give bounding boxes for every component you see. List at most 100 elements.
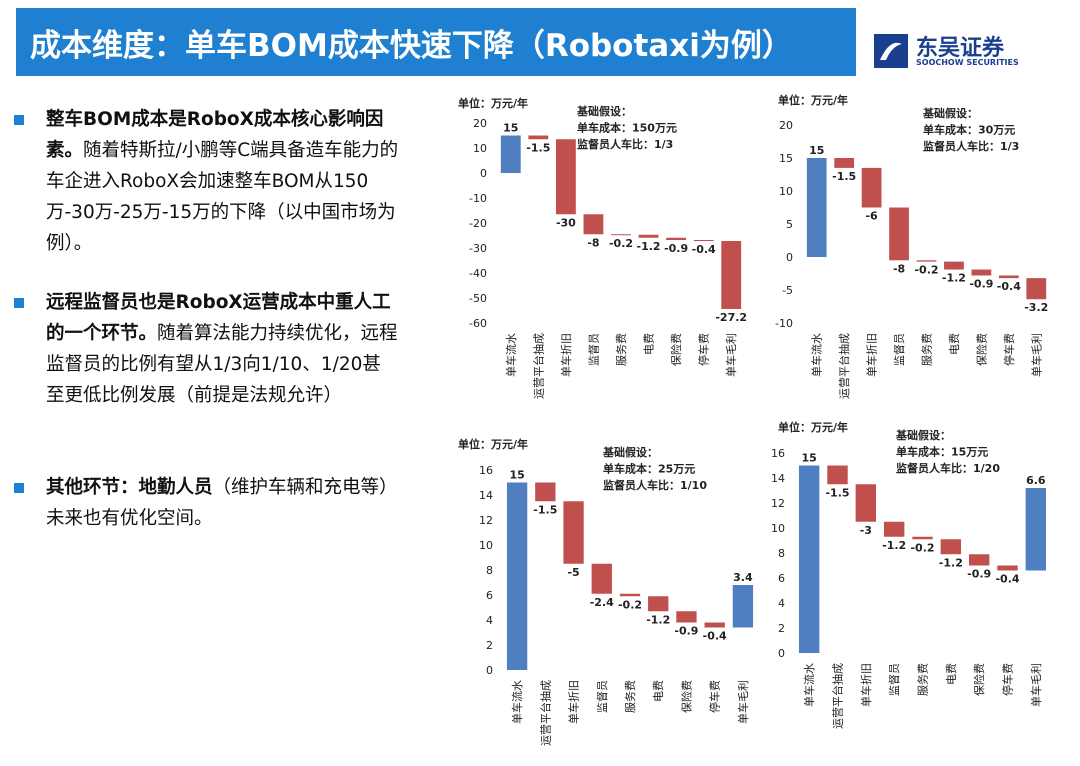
y-tick-label: -40 (469, 267, 487, 280)
bar (611, 234, 631, 236)
y-tick-label: 10 (473, 142, 487, 155)
x-tick-label: 单车折旧 (859, 663, 873, 707)
header-bar: 成本维度：单车BOM成本快速下降（Robotaxi为例） (16, 8, 856, 76)
bar (889, 207, 909, 261)
x-tick-label: 停车费 (1001, 663, 1015, 696)
y-tick-label: 5 (786, 218, 793, 231)
bar (583, 214, 604, 235)
data-label: 15 (809, 144, 824, 157)
x-tick-label: 服务费 (921, 333, 934, 366)
x-tick-label: 单车折旧 (567, 680, 581, 724)
unit-label: 单位：万元/年 (778, 420, 848, 434)
bar (827, 465, 848, 485)
y-tick-label: 0 (480, 167, 487, 180)
bar (528, 135, 549, 140)
bar (693, 240, 714, 241)
data-label: 15 (802, 452, 817, 465)
annotation: 基础假设： (602, 445, 658, 459)
annotation: 单车成本：25万元 (603, 462, 695, 476)
bullet: 远程监督员也是RoboX运营成本中重人工的一个环节。随着算法能力持续优化，远程监… (14, 287, 399, 411)
bar (971, 269, 992, 276)
y-tick-label: 16 (479, 464, 493, 477)
bar (861, 167, 882, 208)
data-label: 6.6 (1026, 474, 1046, 487)
logo-mark (874, 34, 908, 68)
bar (721, 241, 742, 309)
y-tick-label: -30 (469, 242, 487, 255)
slide-title: 成本维度：单车BOM成本快速下降（Robotaxi为例） (30, 28, 793, 64)
annotation: 基础假设： (576, 104, 632, 118)
y-tick-label: 2 (778, 622, 785, 635)
x-tick-label: 单车折旧 (559, 333, 573, 377)
y-tick-label: 6 (778, 572, 785, 585)
data-label: -0.9 (674, 625, 698, 638)
x-tick-label: 停车费 (708, 680, 722, 713)
bar (732, 585, 754, 628)
y-tick-label: 0 (778, 647, 785, 660)
y-tick-label: 14 (479, 489, 493, 502)
data-label: -5 (567, 566, 579, 579)
bar (1025, 488, 1047, 571)
y-tick-label: 10 (479, 539, 493, 552)
bar (506, 482, 528, 670)
annotation: 单车成本：30万元 (923, 123, 1015, 137)
x-tick-label: 单车流水 (510, 680, 524, 724)
annotation: 单车成本：15万元 (896, 445, 988, 459)
x-tick-label: 运营平台抽成 (538, 680, 552, 746)
bar (997, 565, 1018, 571)
data-label: -1.2 (646, 613, 670, 626)
y-tick-label: 8 (778, 547, 785, 560)
y-tick-label: 10 (771, 522, 785, 535)
data-label: -0.4 (703, 630, 727, 643)
bar (676, 611, 697, 623)
y-tick-label: 20 (473, 117, 487, 130)
x-tick-label: 单车毛利 (1029, 333, 1043, 377)
bar (834, 158, 855, 168)
bar (968, 554, 990, 566)
data-label: 15 (509, 469, 524, 482)
bar (1026, 278, 1047, 300)
x-tick-label: 单车流水 (504, 333, 518, 377)
y-tick-label: 4 (778, 597, 785, 610)
data-label: -1.2 (637, 240, 661, 253)
data-label: -0.2 (910, 541, 934, 554)
bar (535, 482, 556, 502)
y-tick-label: -10 (775, 317, 793, 330)
y-tick-label: -10 (469, 192, 487, 205)
data-label: -8 (587, 236, 599, 249)
y-tick-label: 12 (479, 514, 493, 527)
unit-label: 单位：万元/年 (458, 96, 528, 110)
x-tick-label: 监督员 (892, 333, 906, 366)
data-label: -8 (893, 262, 905, 275)
x-tick-label: 单车毛利 (1029, 663, 1043, 707)
data-label: -0.9 (664, 242, 688, 255)
x-tick-label: 服务费 (615, 333, 628, 366)
data-label: -0.9 (969, 277, 993, 290)
data-label: -3.2 (1024, 301, 1048, 314)
data-label: -3 (860, 524, 872, 537)
data-label: -1.5 (533, 503, 557, 516)
logo-subtext: SOOCHOW SECURITIES (916, 58, 1019, 67)
x-tick-label: 电费 (945, 663, 958, 685)
bar (912, 536, 933, 540)
bullet-text: 随着算法能力持续优化，远程监督员的比例有望从1/3向1/10、1/20甚至更低比… (46, 323, 398, 406)
x-tick-label: 停车费 (697, 333, 711, 366)
logo-text: 东吴证券 (916, 36, 1005, 61)
annotation: 监督员人车比：1/10 (603, 478, 707, 492)
annotation: 基础假设： (922, 106, 978, 120)
bar (798, 465, 820, 653)
data-label: -0.4 (692, 243, 716, 256)
x-tick-label: 单车流水 (802, 663, 816, 707)
data-label: -2.4 (590, 596, 614, 609)
annotation: 单车成本：150万元 (577, 121, 677, 135)
y-tick-label: 0 (786, 251, 793, 264)
bar (500, 135, 521, 173)
x-tick-label: 保险费 (972, 663, 986, 696)
bullet-bold: 远程监督员也是RoboX运营成本中重人工的一个环节。 (46, 292, 391, 344)
bar (666, 237, 687, 240)
y-tick-label: 0 (486, 664, 493, 677)
bar (855, 484, 877, 522)
x-tick-label: 服务费 (624, 680, 637, 713)
y-tick-label: 12 (771, 497, 785, 510)
